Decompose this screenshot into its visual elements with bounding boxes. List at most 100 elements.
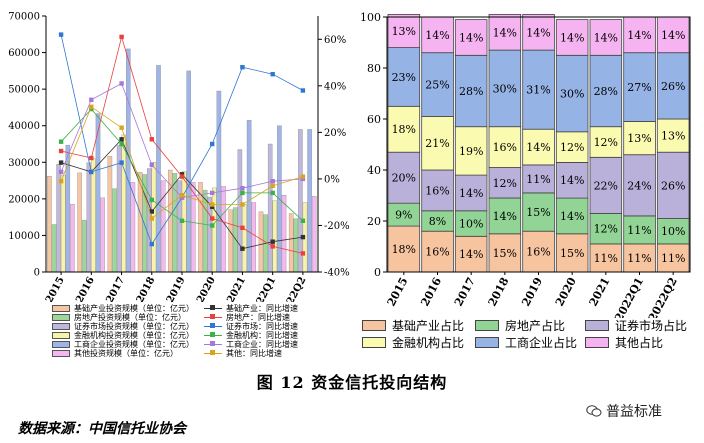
- stacked-segment: [522, 49, 555, 130]
- stacked-segment: [488, 126, 522, 168]
- stacked-segment: [488, 13, 522, 51]
- stacked-segment: [589, 243, 623, 273]
- growth-point: [179, 218, 185, 223]
- segment-data-label: 19%: [459, 145, 483, 158]
- stacked-segment: [421, 16, 454, 54]
- growth-point: [119, 141, 124, 147]
- stacked-segment: [555, 197, 589, 235]
- plot-frame: [386, 16, 691, 273]
- stacked-segment: [623, 154, 656, 217]
- segment-data-label: 9%: [395, 209, 412, 222]
- stacked-segment: [656, 151, 690, 219]
- growth-point: [240, 202, 245, 207]
- stacked-segment: [623, 52, 656, 122]
- stacked-segment: [555, 233, 589, 273]
- growth-point: [270, 190, 275, 196]
- y-tick-label: 60: [367, 113, 381, 126]
- left-chart-legend: 基础产业投资规模（单位：亿元） 房地产投资规模（单位：亿元） 证券市场投资规模（单位…: [52, 304, 352, 360]
- segment-data-label: 11%: [627, 252, 651, 265]
- growth-point: [149, 209, 154, 214]
- growth-point: [149, 137, 154, 142]
- segment-data-label: 26%: [661, 80, 685, 93]
- x-tick-label: 2021: [225, 275, 248, 302]
- segment-data-label: 27%: [627, 81, 651, 94]
- legend-swatch: [585, 320, 609, 331]
- segment-data-label: 20%: [392, 172, 416, 185]
- segment-data-label: 16%: [493, 141, 517, 154]
- legend-marker: [210, 341, 215, 346]
- stacked-segment: [454, 19, 488, 56]
- segment-data-label: 26%: [661, 179, 685, 192]
- segment-data-label: 10%: [459, 218, 483, 231]
- x-tick-label: 2020: [553, 275, 579, 308]
- x-tick-label: 2018: [135, 275, 158, 302]
- bar: [228, 209, 233, 273]
- bar: [91, 158, 96, 273]
- growth-point: [89, 169, 94, 175]
- x-tick-label: 2020: [195, 275, 218, 302]
- left-chart: 0 10000 20000 30000 40000 50000 60000 70000 -40%…: [8, 12, 350, 303]
- segment-data-label: 13%: [392, 25, 416, 38]
- segment-data-label: 23%: [392, 71, 416, 84]
- segment-data-label: 10%: [661, 225, 685, 238]
- stacked-segment: [656, 16, 690, 54]
- growth-point: [149, 197, 154, 203]
- bar: [258, 211, 264, 273]
- growth-point: [89, 97, 94, 102]
- x-tick-label: 2015: [385, 275, 411, 308]
- x-tick-label: 2016: [74, 275, 97, 302]
- stacked-segment: [589, 126, 623, 158]
- bar: [281, 195, 287, 273]
- stacked-segment: [387, 225, 421, 273]
- legend-label: 工商企业投资规模（单位：亿元）: [74, 340, 194, 349]
- growth-point: [210, 141, 215, 147]
- bar: [47, 176, 52, 273]
- legend-swatch: [52, 350, 70, 357]
- growth-point: [119, 160, 124, 165]
- bar: [100, 197, 105, 273]
- legend-label: 房地产：同比增速: [226, 313, 290, 322]
- bar: [221, 186, 226, 273]
- segment-data-label: 24%: [627, 179, 651, 192]
- bar: [246, 120, 252, 273]
- segment-data-label: 14%: [493, 26, 517, 39]
- segment-data-label: 14%: [594, 31, 618, 44]
- stacked-segment: [656, 243, 690, 273]
- legend-label: 工商企业占比: [505, 336, 578, 350]
- growth-point: [300, 218, 306, 223]
- stacked-segment: [656, 52, 690, 120]
- growth-point: [58, 139, 64, 144]
- bar: [237, 149, 243, 273]
- y2-tick-label: -40%: [324, 268, 350, 279]
- growth-point: [58, 148, 64, 154]
- y-tick-label: 30000: [8, 158, 40, 169]
- y-tick-label: 40: [367, 164, 381, 177]
- bar: [251, 202, 256, 273]
- legend-swatch: [362, 320, 386, 331]
- stacked-segment: [589, 156, 623, 214]
- stacked-segment: [623, 121, 656, 156]
- growth-point: [210, 216, 215, 221]
- segment-data-label: 14%: [493, 210, 517, 223]
- growth-point: [58, 169, 64, 175]
- segment-data-label: 11%: [526, 173, 550, 186]
- y2-tick-label: 0%: [324, 174, 340, 185]
- segment-data-label: 14%: [560, 210, 584, 223]
- segment-data-label: 14%: [560, 31, 584, 44]
- stacked-segment: [656, 118, 690, 153]
- bar: [112, 188, 117, 273]
- x-tick-label: 2015: [44, 275, 67, 302]
- y-tick-label: 60000: [8, 48, 40, 59]
- segment-data-label: 15%: [526, 206, 550, 219]
- growth-point: [210, 202, 215, 207]
- legend-marker: [210, 314, 215, 319]
- data-source-note: 数据来源：中国信托业协会: [18, 421, 186, 437]
- growth-point: [119, 137, 124, 142]
- stacked-segment: [522, 13, 555, 51]
- growth-point: [240, 246, 245, 251]
- bar: [121, 134, 126, 273]
- growth-point: [240, 186, 245, 191]
- growth-point: [58, 179, 64, 184]
- stacked-segment: [454, 210, 488, 237]
- stacked-segment: [387, 151, 421, 204]
